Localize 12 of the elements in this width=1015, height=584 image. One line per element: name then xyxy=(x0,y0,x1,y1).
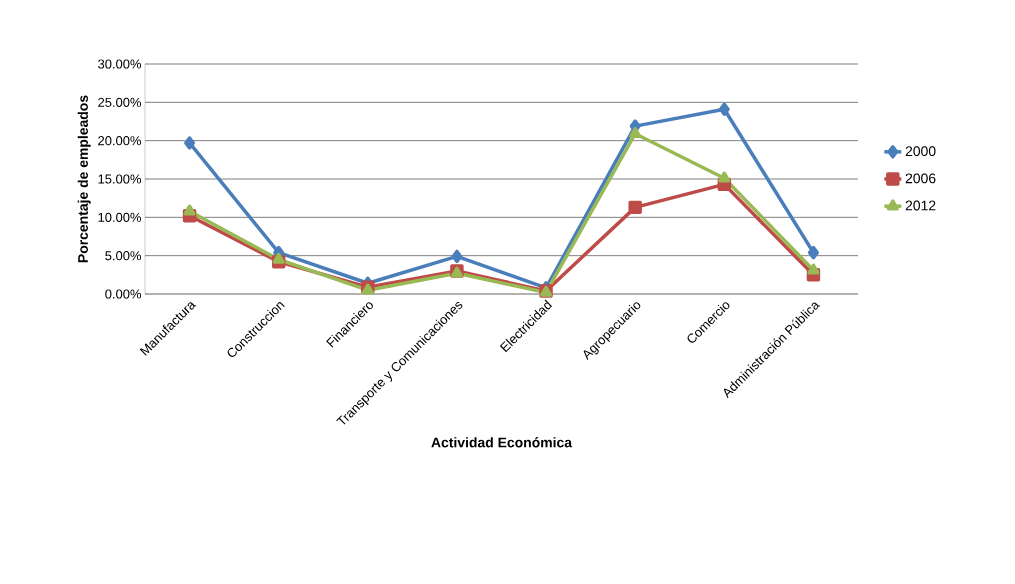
y-tick-label: 5.00% xyxy=(105,251,142,261)
y-tick-label: 10.00% xyxy=(98,212,142,222)
y-tick-label: 20.00% xyxy=(98,136,142,146)
y-tick-label: 30.00% xyxy=(98,59,142,69)
y-tick-label: 0.00% xyxy=(105,289,142,299)
y-axis-title: Porcentaje de empleados xyxy=(77,95,91,263)
y-tick-label: 15.00% xyxy=(98,174,142,184)
legend-label: 2006 xyxy=(905,173,936,184)
legend-label: 2012 xyxy=(905,200,936,211)
legend-label: 2000 xyxy=(905,146,936,157)
x-axis-title: Actividad Económica xyxy=(431,437,573,448)
y-tick-label: 25.00% xyxy=(98,97,142,107)
